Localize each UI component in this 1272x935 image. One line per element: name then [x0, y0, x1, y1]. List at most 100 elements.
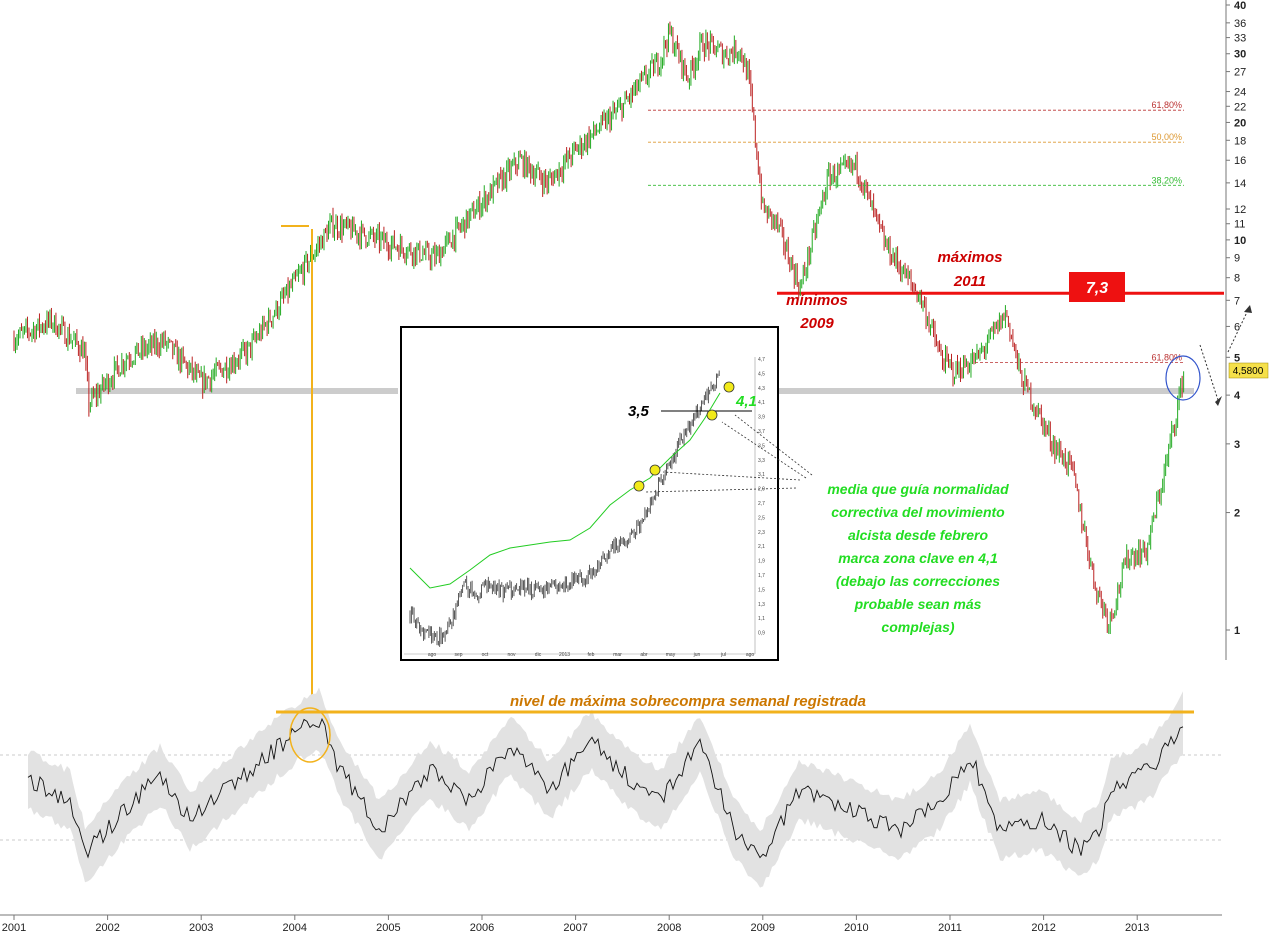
inset-marker-3 [649, 464, 661, 476]
x-tick-label: 2002 [95, 922, 119, 934]
inset-y-tick: 4,3 [758, 386, 765, 392]
x-tick-label: 2001 [2, 922, 26, 934]
inset-x-tick: mar [613, 652, 622, 658]
inset-y-tick: 1,3 [758, 602, 765, 608]
y-tick-label: 14 [1234, 178, 1246, 190]
green-line-6: probable sean más [854, 596, 982, 612]
inset-y-tick: 2,3 [758, 530, 765, 536]
inset-arrow-1 [721, 421, 807, 479]
x-tick-label: 2010 [844, 922, 868, 934]
inset-arrow-4 [734, 414, 813, 476]
oscillator-label: nivel de máxima sobrecompra semanal regi… [510, 693, 866, 710]
minimos-year-label: 2009 [799, 315, 834, 332]
inset-x-tick: may [666, 652, 676, 658]
inset-x-tick: jul [720, 652, 726, 658]
maximos-label: máximos [937, 249, 1002, 266]
green-line-4: marca zona clave en 4,1 [838, 550, 998, 566]
x-tick-label: 2006 [470, 922, 494, 934]
y-tick-label: 2 [1234, 508, 1240, 520]
y-tick-label: 5 [1234, 352, 1240, 364]
inset-x-ticks: ago sep oct nov dic 2013 feb mar abr may jun jul ago [428, 652, 755, 658]
y-tick-label: 7 [1234, 295, 1240, 307]
green-line-2: correctiva del movimiento [831, 504, 1005, 520]
inset-y-tick: 2,5 [758, 515, 765, 521]
inset-x-tick: oct [482, 652, 489, 658]
inset-x-tick: abr [640, 652, 648, 658]
inset-y-tick: 4,5 [758, 371, 765, 377]
inset-x-tick: feb [588, 652, 595, 658]
highlight-circle [1165, 355, 1201, 401]
y-tick-label: 12 [1234, 204, 1246, 216]
y-tick-label: 8 [1234, 273, 1240, 285]
inset-y-tick: 3,3 [758, 458, 765, 464]
price-tag: 4,5800 [1233, 366, 1264, 377]
inset-arrow-3 [645, 487, 797, 493]
minimos-label: mínimos [786, 292, 848, 309]
x-tick-label: 2004 [283, 922, 307, 934]
y-tick-label: 27 [1234, 67, 1246, 79]
projection-arrow-down [1199, 344, 1219, 401]
inset-y-tick: 0,9 [758, 631, 765, 637]
x-axis-ticks: 2001 2002 2003 2004 2005 2006 2007 2008 2009 2010… [2, 915, 1149, 934]
y-tick-label: 24 [1234, 87, 1246, 99]
inset-x-tick: jun [693, 652, 701, 658]
inset-moving-average [409, 392, 721, 589]
osc-line [27, 717, 1184, 859]
inset-y-tick: 2,7 [758, 501, 765, 507]
arrowhead-down [1215, 396, 1222, 406]
y-tick-label: 6 [1234, 321, 1240, 333]
x-tick-label: 2003 [189, 922, 213, 934]
inset-y-tick: 2,1 [758, 544, 765, 550]
inset-marker-1 [723, 381, 735, 393]
inset-y-tick: 3,5 [758, 443, 765, 449]
x-tick-label: 2011 [938, 922, 962, 934]
green-line-1: media que guía normalidad [827, 481, 1009, 497]
overbought-highlight [289, 707, 331, 763]
inset-y-tick: 1,7 [758, 573, 765, 579]
fib-label: 61,80% [1151, 352, 1182, 362]
resistance-label-box [1069, 272, 1125, 302]
green-line-7: complejas) [881, 619, 954, 635]
y-tick-label: 9 [1234, 253, 1240, 265]
fib-label: 50,00% [1151, 132, 1182, 142]
inset-label-41: 4,1 [735, 393, 757, 410]
y-tick-label: 11 [1234, 219, 1245, 231]
y-tick-label: 33 [1234, 33, 1246, 45]
inset-x-tick: ago [746, 652, 755, 658]
x-tick-label: 2012 [1031, 922, 1055, 934]
fib-label: 38,20% [1151, 175, 1182, 185]
maximos-year-label: 2011 [953, 273, 986, 290]
x-tick-label: 2007 [563, 922, 587, 934]
y-tick-label: 1 [1234, 625, 1240, 637]
y-tick-label: 16 [1234, 155, 1246, 167]
y-tick-label: 3 [1234, 439, 1240, 451]
inset-marker-4 [633, 480, 645, 492]
inset-y-tick: 1,9 [758, 559, 765, 565]
inset-y-tick: 4,7 [758, 357, 765, 363]
inset-marker-2 [706, 409, 718, 421]
oscillator-panel [0, 687, 1222, 888]
y-tick-label: 18 [1234, 135, 1246, 147]
fib-label: 61,80% [1151, 100, 1182, 110]
y-tick-label: 20 [1234, 117, 1246, 129]
price-levels [76, 291, 1224, 394]
green-annotation: media que guía normalidad correctiva del… [827, 481, 1009, 635]
price-tag-box [1228, 362, 1269, 379]
inset-label-35: 3,5 [628, 403, 650, 420]
green-line-5: (debajo las correcciones [836, 573, 1000, 589]
x-tick-label: 2009 [751, 922, 775, 934]
inset-x-tick: 2013 [559, 652, 570, 658]
y-tick-label: 4 [1234, 390, 1241, 402]
inset-y-ticks: 4,7 4,5 4,3 4,1 3,9 3,7 3,5 3,3 3,1 2,9 2,7 2,5 2,3 2… [758, 357, 765, 637]
x-tick-label: 2008 [657, 922, 681, 934]
inset-arrow-2 [662, 471, 801, 481]
fibonacci-levels: 61,80% 50,00% 38,20% 61,80% [648, 100, 1184, 363]
inset-y-tick: 3,7 [758, 429, 765, 435]
price-candles [13, 21, 1185, 635]
inset-y-tick: 3,9 [758, 415, 765, 421]
y-tick-label: 10 [1234, 235, 1246, 247]
inset-x-tick: ago [428, 652, 437, 658]
y-tick-label: 36 [1234, 18, 1246, 30]
green-line-3: alcista desde febrero [848, 527, 989, 543]
